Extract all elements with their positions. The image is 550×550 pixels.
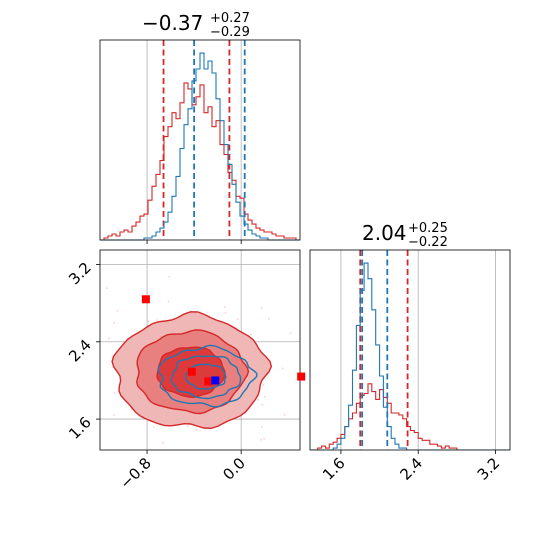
x-tick-label: −0.8 (116, 454, 154, 492)
histogram-step (310, 262, 510, 450)
panel-bottom-left: −0.8 0.0 1.6 2.4 3.2 (65, 249, 301, 493)
x-tick-label: 0.0 (219, 454, 249, 484)
marker-square (187, 367, 196, 376)
sample-point (249, 333, 252, 336)
histogram-step (100, 52, 300, 241)
sample-point (224, 312, 227, 314)
sample-point (168, 275, 171, 278)
blue-contour (170, 355, 242, 400)
title-value: −0.37 (142, 11, 203, 35)
sample-point (260, 307, 263, 310)
sample-point (289, 332, 292, 335)
x-tick-label: 2.4 (396, 454, 426, 484)
marker-square (297, 372, 306, 381)
sample-point (261, 403, 264, 406)
title-top-left-minus: −0.29 (210, 25, 250, 40)
panel-bottom-right: 1.6 2.4 3.2 2.04 +0.25 −0.22 (309, 221, 511, 484)
blue-contour (184, 363, 227, 390)
y-tick-label: 1.6 (65, 413, 95, 443)
sample-point (97, 391, 99, 393)
sample-point (263, 395, 266, 398)
x-tick-label: 3.2 (474, 454, 504, 484)
sample-point (281, 367, 284, 370)
y-tick-label: 3.2 (65, 259, 95, 289)
sample-point (106, 287, 108, 290)
title-bottom-right-minus: −0.22 (408, 235, 448, 250)
title-bottom-right: 2.04 (362, 221, 407, 245)
sample-point (236, 318, 239, 321)
title-bottom-right-plus: +0.25 (408, 221, 448, 236)
sample-point (147, 320, 150, 323)
sample-point (113, 321, 116, 324)
sample-point (223, 306, 226, 309)
sample-point (262, 383, 265, 386)
sample-point (260, 438, 262, 441)
axes-frame-bottom-right (310, 250, 510, 450)
sample-point (116, 310, 119, 312)
sample-point (195, 429, 198, 432)
sample-point (161, 441, 164, 444)
x-tick-label: 1.6 (319, 454, 349, 484)
sample-point (283, 413, 286, 416)
title-value: 2.04 (362, 221, 407, 245)
blue-contour (157, 344, 258, 408)
sample-point (113, 414, 116, 416)
panel-top-left: −0.37 +0.27 −0.29 (99, 11, 301, 244)
axes-frame-top-left (100, 40, 300, 240)
sample-point (187, 425, 189, 428)
y-tick-label: 2.4 (65, 336, 95, 366)
sample-point (80, 471, 82, 473)
sample-point (113, 392, 116, 394)
marker-square (204, 377, 213, 386)
sample-point (267, 317, 270, 320)
marker-square (141, 295, 150, 304)
sample-point (152, 426, 155, 429)
sample-point (108, 337, 111, 340)
sample-point (257, 398, 259, 401)
sample-point (260, 426, 263, 429)
sample-point (156, 319, 159, 322)
title-top-left: −0.37 (142, 11, 203, 35)
sample-point (263, 437, 266, 440)
histogram-step (100, 82, 300, 241)
marker-square (211, 376, 220, 385)
sample-point (167, 300, 170, 303)
title-top-left-plus: +0.27 (210, 11, 250, 26)
